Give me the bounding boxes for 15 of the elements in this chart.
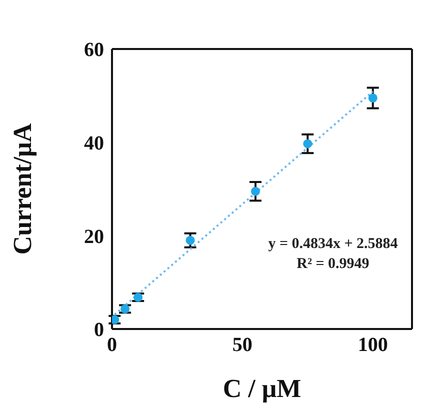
point — [368, 93, 378, 103]
point — [303, 139, 312, 148]
x-axis-title: C / μM — [222, 374, 302, 403]
point — [250, 186, 260, 196]
y-tick-label: 0 — [94, 319, 104, 342]
x-tick-label: 50 — [232, 334, 252, 356]
y-tick-label: 60 — [84, 39, 104, 62]
y-tick-label: 40 — [84, 132, 104, 154]
annotation: y = 0.4834x + 2.5884 — [267, 236, 399, 253]
point — [134, 292, 143, 302]
annotation: R² = 0.9949 — [296, 256, 370, 273]
point — [186, 236, 195, 245]
y-axis-title: Current/μA — [8, 123, 38, 255]
x-tick-label: 100 — [358, 334, 388, 356]
y-tick-label: 20 — [84, 226, 104, 248]
